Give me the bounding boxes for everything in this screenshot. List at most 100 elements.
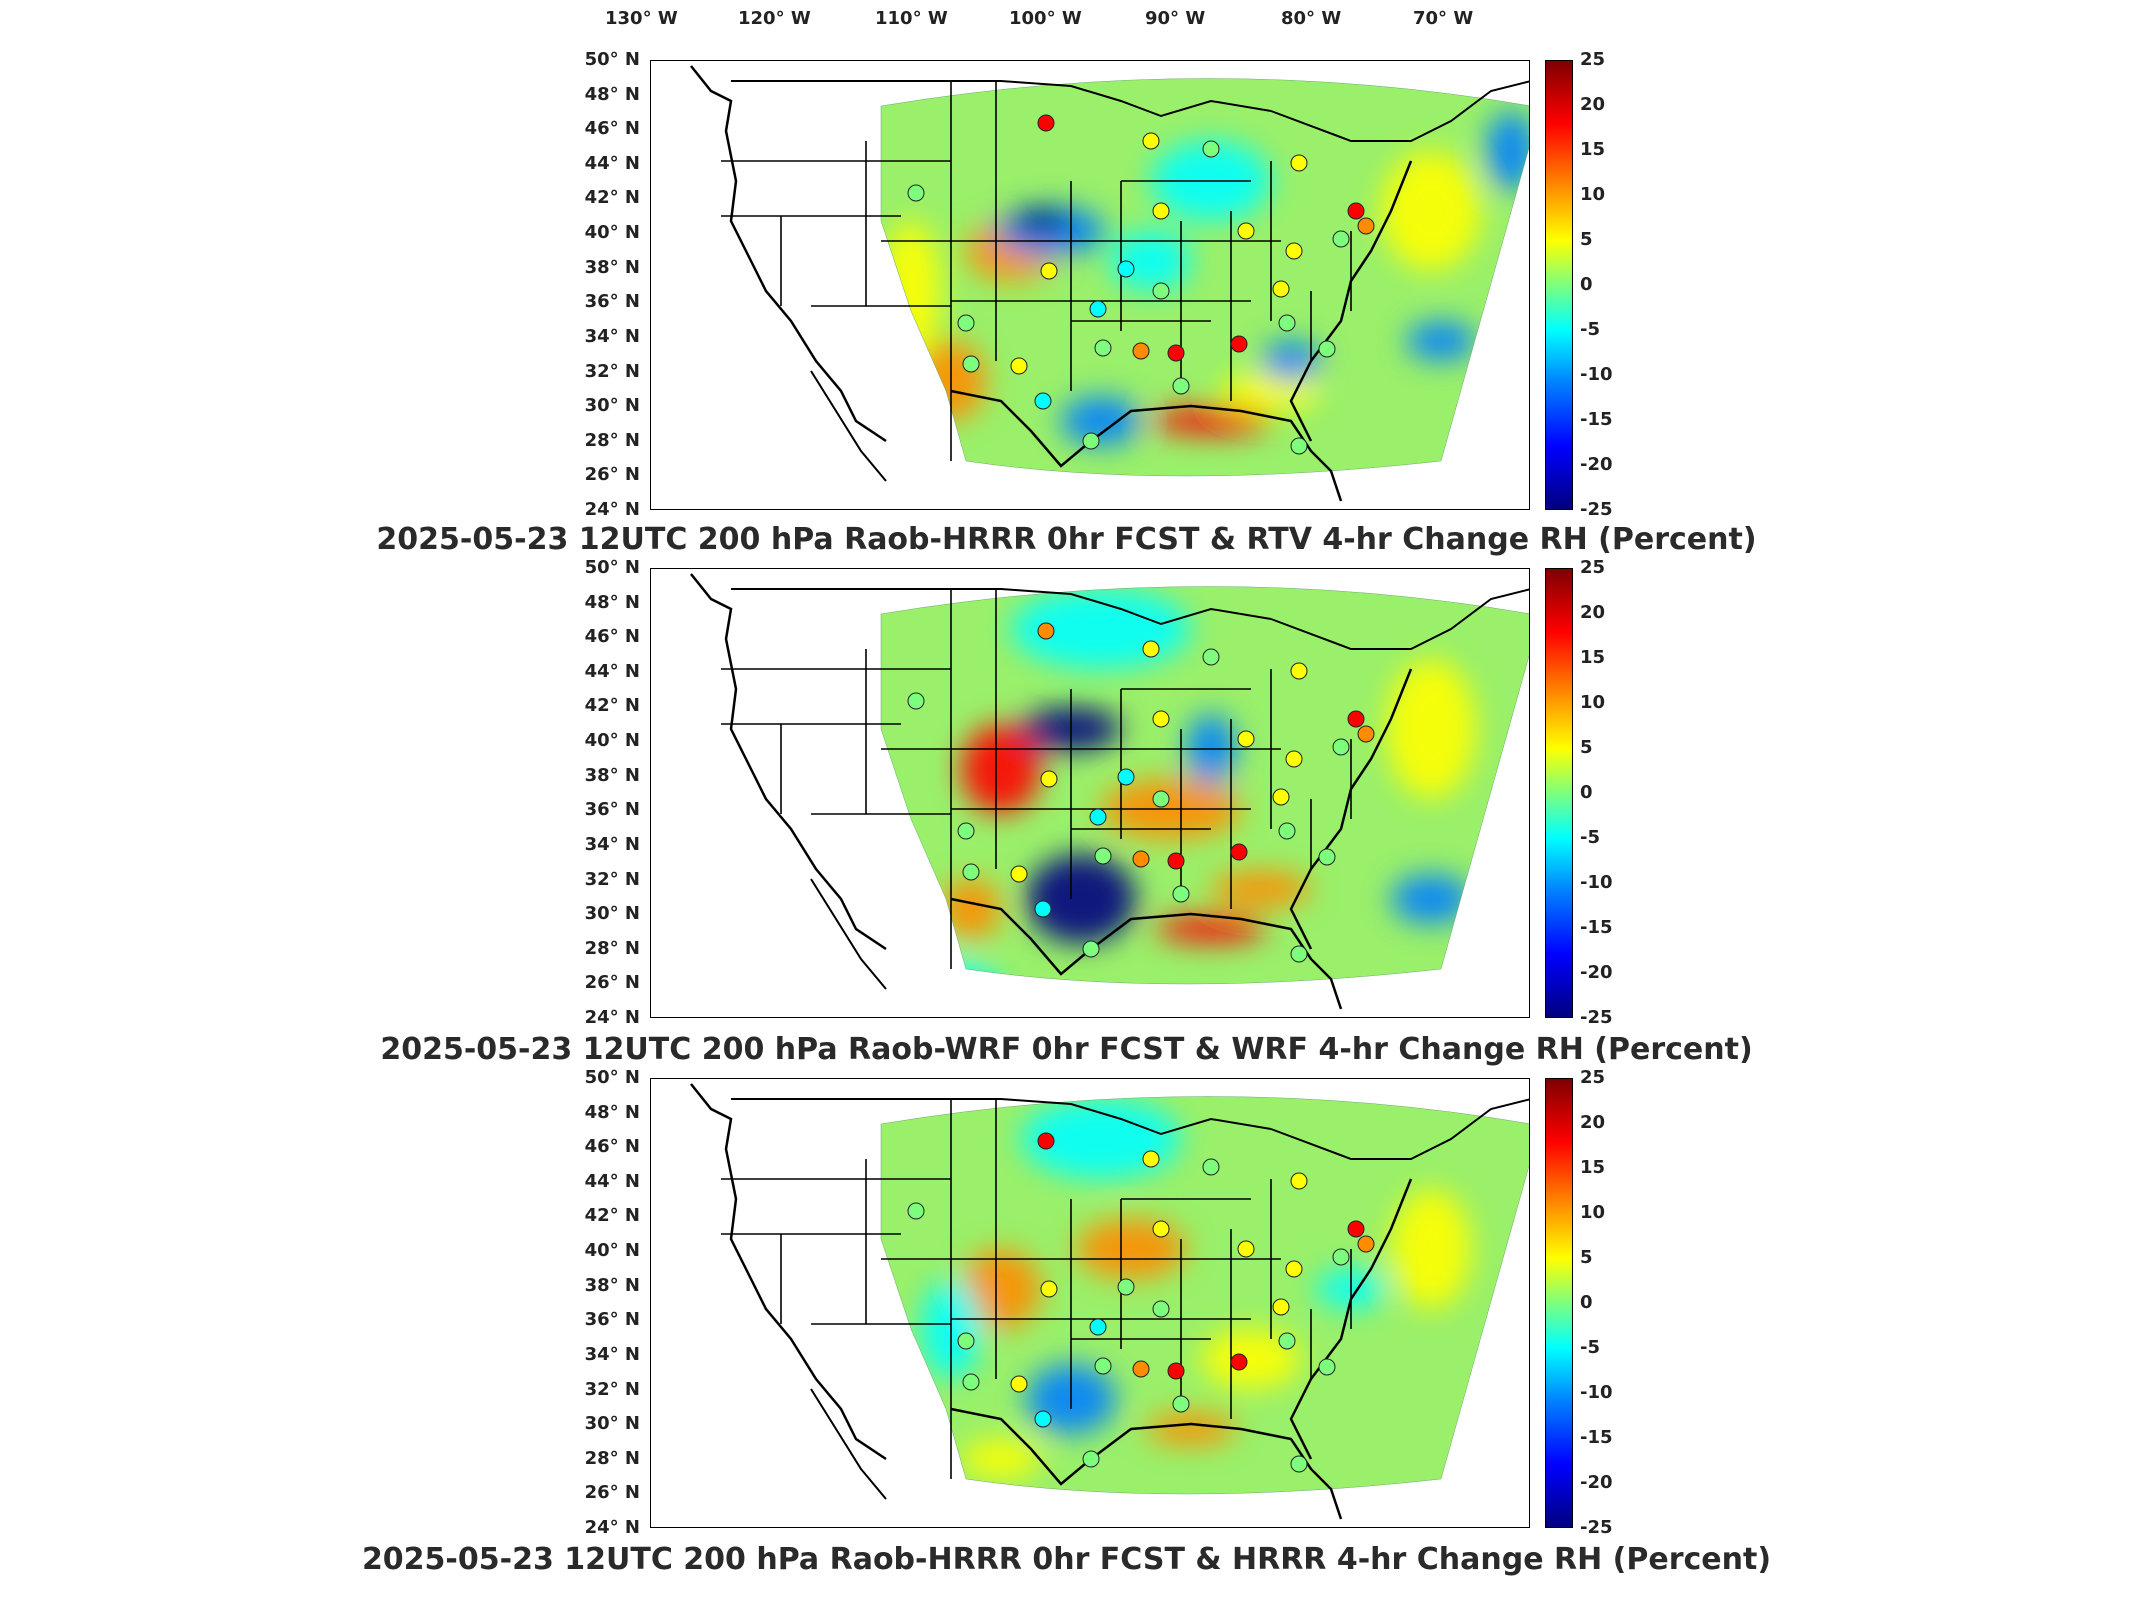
raob-station-marker: [907, 1202, 925, 1220]
lat-tick-label: 46° N: [584, 118, 640, 140]
lat-tick-label: 40° N: [584, 730, 640, 752]
raob-station-marker: [1272, 788, 1290, 806]
lat-tick-label: 28° N: [584, 937, 640, 959]
raob-station-marker: [1082, 1450, 1100, 1468]
raob-station-marker: [1278, 1332, 1296, 1350]
lon-tick-label: 80° W: [1281, 8, 1342, 29]
colorbar-tick-label: -20: [1580, 1472, 1613, 1493]
raob-station-marker: [1040, 262, 1058, 280]
colorbar-tick-label: -20: [1580, 962, 1613, 983]
raob-station-marker: [962, 1373, 980, 1391]
lat-tick-label: 50° N: [584, 1067, 640, 1088]
lat-tick-label: 24° N: [584, 1517, 640, 1538]
colorbar-tick-label: -15: [1580, 917, 1613, 938]
raob-station-marker: [1285, 750, 1303, 768]
lat-tick-label: 46° N: [584, 626, 640, 648]
map-panel-3: [650, 1078, 1530, 1528]
raob-station-marker: [1142, 1150, 1160, 1168]
raob-station-marker: [1172, 377, 1190, 395]
raob-station-marker: [1230, 335, 1248, 353]
colorbar-tick-label: 0: [1580, 1292, 1593, 1313]
raob-station-marker: [1094, 847, 1112, 865]
raob-station-marker: [1347, 1220, 1365, 1238]
colorbar-tick-label: 0: [1580, 782, 1593, 803]
lat-tick-label: 36° N: [584, 799, 640, 821]
raob-station-marker: [1202, 648, 1220, 666]
raob-station-marker: [1237, 222, 1255, 240]
lat-tick-label: 32° N: [584, 1378, 640, 1400]
raob-station-marker: [1037, 114, 1055, 132]
raob-station-marker: [1167, 344, 1185, 362]
raob-station-marker: [1290, 1172, 1308, 1190]
raob-station-marker: [1040, 1280, 1058, 1298]
raob-station-marker: [1332, 738, 1350, 756]
raob-station-marker: [1172, 1395, 1190, 1413]
raob-station-marker: [1117, 1278, 1135, 1296]
raob-station-marker: [907, 184, 925, 202]
panel-title-1: 2025-05-23 12UTC 200 hPa Raob-HRRR 0hr F…: [376, 522, 1757, 557]
lat-tick-label: 42° N: [584, 695, 640, 717]
colorbar-tick-label: 10: [1580, 184, 1606, 205]
raob-station-marker: [1347, 710, 1365, 728]
raob-station-marker: [1272, 280, 1290, 298]
raob-station-marker: [1010, 1375, 1028, 1393]
raob-station-marker: [1237, 1240, 1255, 1258]
panel-title-2: 2025-05-23 12UTC 200 hPa Raob-WRF 0hr FC…: [380, 1032, 1753, 1067]
raob-station-marker: [1117, 260, 1135, 278]
raob-station-marker: [1094, 1357, 1112, 1375]
lon-tick-label: 100° W: [1009, 8, 1082, 29]
lon-tick-label: 70° W: [1413, 8, 1474, 29]
colorbar-tick-label: 15: [1580, 139, 1606, 160]
raob-station-marker: [907, 692, 925, 710]
raob-station-marker: [1278, 314, 1296, 332]
lat-tick-label: 30° N: [584, 395, 640, 417]
raob-station-marker: [1202, 1158, 1220, 1176]
raob-station-marker: [1117, 768, 1135, 786]
lat-tick-label: 44° N: [584, 152, 640, 174]
colorbar-tick-label: 15: [1580, 1157, 1606, 1178]
lat-tick-label: 38° N: [584, 256, 640, 278]
lat-tick-label: 28° N: [584, 429, 640, 451]
colorbar-tick-label: 10: [1580, 1202, 1606, 1223]
colorbar-tick-label: -15: [1580, 409, 1613, 430]
raob-station-marker: [1285, 1260, 1303, 1278]
raob-station-marker: [1082, 940, 1100, 958]
raob-station-marker: [1290, 437, 1308, 455]
raob-station-marker: [1290, 1455, 1308, 1473]
rh-change-field-3: [690, 1083, 1529, 1520]
colorbar-tick-label: -25: [1580, 1517, 1613, 1538]
colorbar-tick-label: -5: [1580, 827, 1600, 848]
lat-tick-label: 48° N: [584, 1101, 640, 1123]
colorbar-tick-label: 15: [1580, 647, 1606, 668]
raob-station-marker: [1089, 300, 1107, 318]
raob-station-marker: [1285, 242, 1303, 260]
raob-station-marker: [1132, 850, 1150, 868]
colorbar-1: [1545, 60, 1573, 510]
lat-tick-label: 40° N: [584, 1240, 640, 1262]
colorbar-tick-label: 25: [1580, 557, 1606, 578]
colorbar-tick-label: 20: [1580, 602, 1606, 623]
raob-station-marker: [1272, 1298, 1290, 1316]
raob-station-marker: [1290, 154, 1308, 172]
colorbar-2: [1545, 568, 1573, 1018]
lon-tick-label: 90° W: [1145, 8, 1206, 29]
lat-tick-label: 44° N: [584, 660, 640, 682]
raob-station-marker: [1332, 1248, 1350, 1266]
lat-tick-label: 24° N: [584, 1007, 640, 1028]
lat-tick-label: 30° N: [584, 903, 640, 925]
raob-station-marker: [1278, 822, 1296, 840]
raob-station-marker: [1357, 1235, 1375, 1253]
lat-tick-label: 48° N: [584, 83, 640, 105]
colorbar-tick-label: -5: [1580, 319, 1600, 340]
raob-station-marker: [1089, 1318, 1107, 1336]
raob-station-marker: [1142, 640, 1160, 658]
colorbar-tick-label: 20: [1580, 1112, 1606, 1133]
colorbar-tick-label: -10: [1580, 364, 1613, 385]
raob-station-marker: [1010, 865, 1028, 883]
raob-station-marker: [1347, 202, 1365, 220]
raob-station-marker: [962, 355, 980, 373]
lat-tick-label: 34° N: [584, 833, 640, 855]
lat-tick-label: 34° N: [584, 325, 640, 347]
colorbar-tick-label: -10: [1580, 872, 1613, 893]
